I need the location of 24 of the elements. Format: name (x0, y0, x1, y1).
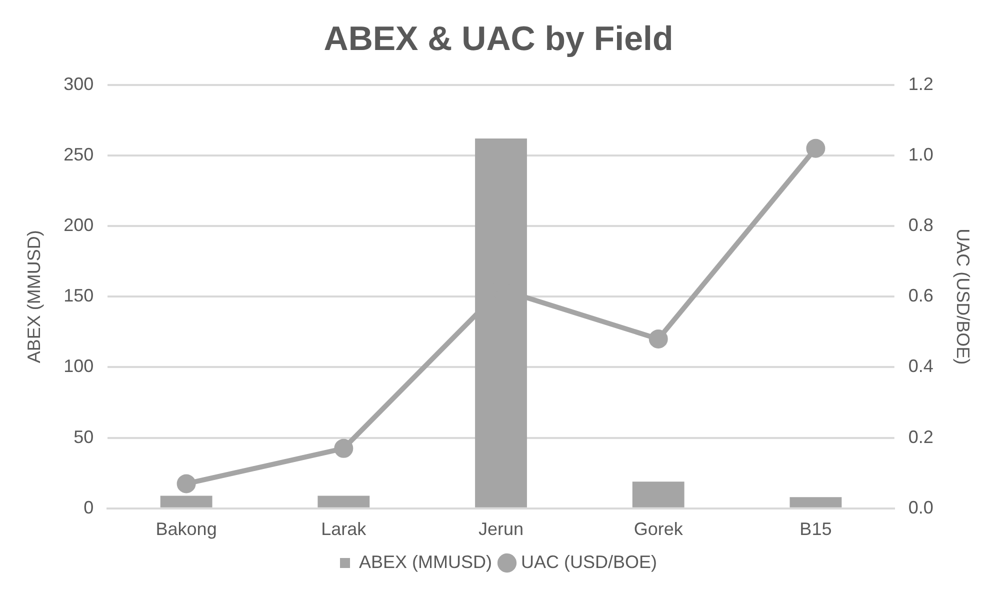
y-tick-label: 300 (64, 74, 94, 94)
y2-axis-title: UAC (USD/BOE) (953, 228, 974, 365)
y-tick-label: 0 (84, 497, 94, 518)
y2-tick-label: 1.2 (908, 74, 934, 94)
y2-tick-label: 0.6 (908, 286, 934, 306)
y2-tick-label: 0.4 (908, 356, 934, 376)
x-tick-label: B15 (800, 519, 832, 540)
x-tick-label: Jerun (478, 519, 524, 540)
y-axis-title: ABEX (MMUSD) (24, 230, 44, 364)
y2-tick-label: 0.2 (908, 426, 934, 447)
y-tick-label: 100 (64, 356, 94, 376)
y2-tick-label: 0.0 (908, 497, 934, 518)
y-tick-label: 250 (64, 144, 94, 164)
x-tick-label: Bakong (156, 519, 217, 540)
x-tick-label: Gorek (634, 519, 684, 540)
y-tick-label: 50 (74, 426, 94, 447)
y2-tick-label: 0.8 (908, 214, 934, 235)
y-tick-label: 200 (64, 214, 94, 235)
y-tick-label: 150 (64, 286, 94, 306)
x-tick-label: Larak (321, 519, 368, 540)
legend-label: UAC (USD/BOE) (520, 552, 658, 572)
legend-label: ABEX (MMUSD) (358, 552, 492, 572)
chart-title: ABEX & UAC by Field (324, 20, 674, 58)
y2-tick-label: 1.0 (908, 144, 934, 164)
